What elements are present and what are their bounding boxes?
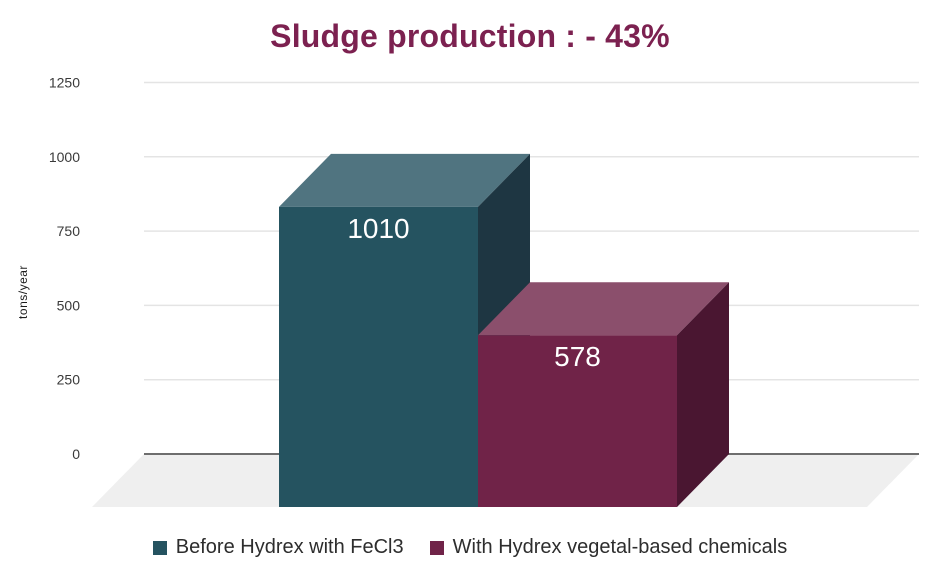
legend-label-with-hydrex: With Hydrex vegetal-based chemicals	[452, 536, 788, 558]
legend-swatch-maroon-icon	[429, 540, 444, 555]
legend-item-before-hydrex: Before Hydrex with FeCl3	[152, 536, 404, 559]
bar-side-face	[677, 282, 729, 507]
y-tick-label: 0	[72, 446, 80, 462]
legend-swatch-teal-icon	[152, 540, 167, 555]
bar-top-face	[478, 282, 729, 336]
y-tick-label: 1000	[49, 149, 80, 165]
bar-top-face	[279, 153, 530, 207]
y-tick-label: 250	[57, 372, 81, 388]
y-tick-label: 1250	[49, 75, 80, 91]
y-axis-title-wrap: tons/year	[14, 237, 32, 347]
bar-front-face	[478, 335, 677, 507]
y-tick-label: 750	[57, 223, 81, 239]
legend-item-with-hydrex: With Hydrex vegetal-based chemicals	[429, 536, 788, 559]
legend: Before Hydrex with FeCl3 With Hydrex veg…	[0, 536, 940, 559]
legend-label-before-hydrex: Before Hydrex with FeCl3	[175, 536, 404, 558]
y-tick-label: 500	[57, 297, 81, 313]
y-axis-title: tons/year	[16, 265, 30, 319]
chart-title: Sludge production : - 43%	[270, 18, 670, 54]
bar-value-label: 1010	[347, 213, 409, 244]
bar-value-label: 578	[554, 341, 601, 372]
bar-front-face	[279, 206, 478, 507]
